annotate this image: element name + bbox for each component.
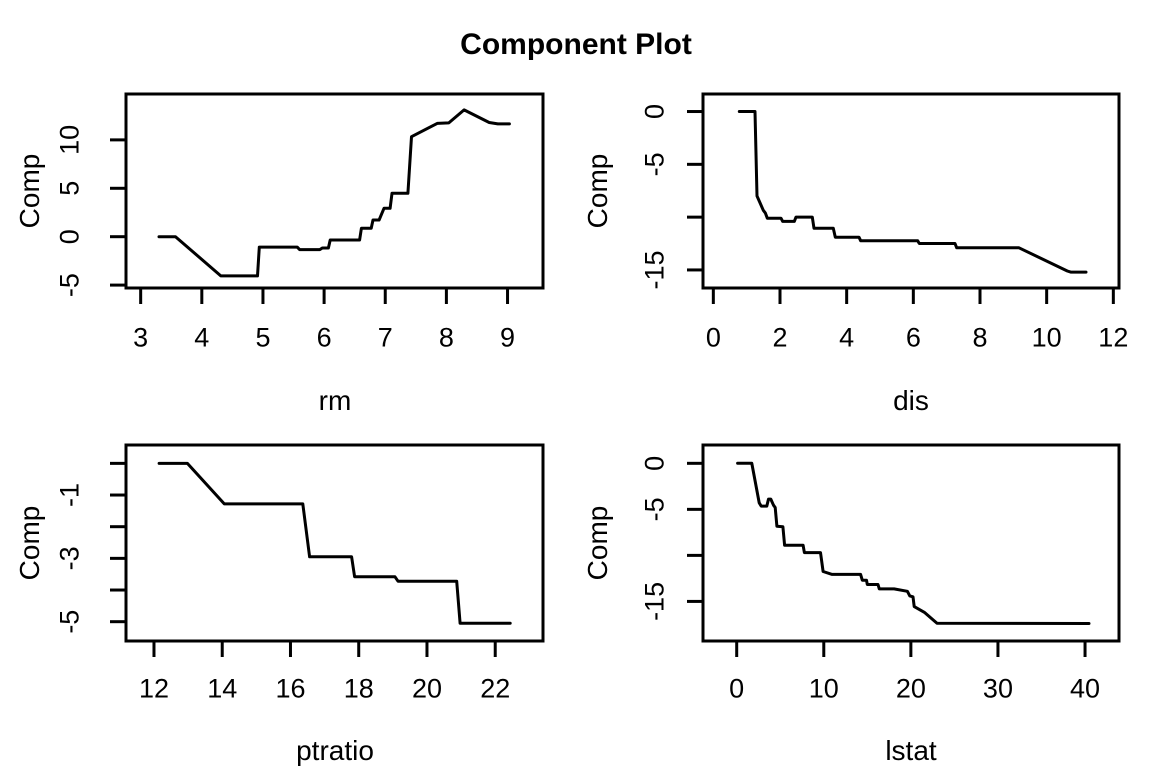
- panel-lstat: 0 10 20 30 40 0 -5 -15: [639, 443, 1121, 703]
- plot-box: [701, 443, 1121, 643]
- y-tick-label: -15: [639, 250, 669, 289]
- series-line-ptratio: [157, 461, 512, 625]
- x-tick-label: 0: [706, 322, 721, 352]
- x-tick-label: 12: [1098, 322, 1128, 352]
- x-tick-label: 20: [412, 673, 442, 703]
- series-line-rm: [157, 108, 511, 278]
- panel-rm-x-axis-label: rm: [318, 385, 352, 416]
- y-tick-label: 0: [639, 456, 669, 471]
- y-tick-label: -5: [639, 497, 669, 521]
- x-tick-label: 40: [1070, 673, 1100, 703]
- x-tick-label: 4: [194, 322, 209, 352]
- x-tick-label: 4: [839, 322, 854, 352]
- panel-rm-y-axis-label: Comp: [14, 153, 45, 229]
- x-tick-label: 20: [896, 673, 926, 703]
- plot-box: [701, 92, 1121, 290]
- x-tick-label: 10: [809, 673, 839, 703]
- plot-box: [124, 92, 545, 290]
- y-tick-label: 0: [639, 104, 669, 119]
- panel-lstat-y-axis-label: Comp: [582, 505, 613, 581]
- x-tick-label: 12: [139, 673, 169, 703]
- x-tick-label: 9: [500, 322, 515, 352]
- figure-title: Component Plot: [460, 28, 692, 61]
- x-tick-label: 3: [133, 322, 148, 352]
- plot-box: [124, 443, 545, 643]
- y-tick-label: -5: [54, 273, 84, 297]
- y-tick-label: -3: [54, 546, 84, 570]
- y-tick-label: -5: [639, 152, 669, 176]
- panel-rm: 3 4 5 6 7 8 9 -5 0 5 10: [54, 92, 545, 352]
- y-tick-label: -1: [54, 483, 84, 507]
- series-line-lstat: [736, 461, 1091, 625]
- panel-ptratio-x-axis-label: ptratio: [296, 735, 374, 766]
- panel-ptratio-y-axis-label: Comp: [14, 505, 45, 581]
- x-tick-label: 2: [772, 322, 787, 352]
- x-tick-label: 10: [1032, 322, 1062, 352]
- x-tick-label: 6: [317, 322, 332, 352]
- panel-lstat-x-axis-label: lstat: [885, 735, 937, 766]
- x-tick-label: 18: [344, 673, 374, 703]
- y-tick-label: -5: [54, 610, 84, 634]
- x-tick-label: 16: [275, 673, 305, 703]
- panel-ptratio: 12 14 16 18 20 22 -1 -3 -5: [54, 443, 545, 703]
- x-tick-label: 8: [972, 322, 987, 352]
- y-tick-label: 10: [54, 125, 84, 155]
- panel-dis: 0 2 4 6 8 10 12 0 -5 -15: [639, 92, 1128, 352]
- series-line-dis: [737, 110, 1088, 274]
- x-tick-label: 22: [480, 673, 510, 703]
- x-tick-label: 30: [983, 673, 1013, 703]
- panel-dis-x-axis-label: dis: [893, 385, 929, 416]
- panel-dis-y-axis-label: Comp: [582, 153, 613, 229]
- y-tick-label: -15: [639, 582, 669, 621]
- y-tick-label: 0: [54, 229, 84, 244]
- x-tick-label: 8: [439, 322, 454, 352]
- x-tick-label: 5: [255, 322, 270, 352]
- x-tick-label: 7: [378, 322, 393, 352]
- x-tick-label: 14: [207, 673, 237, 703]
- x-tick-label: 6: [906, 322, 921, 352]
- x-tick-label: 0: [729, 673, 744, 703]
- y-tick-label: 5: [54, 181, 84, 196]
